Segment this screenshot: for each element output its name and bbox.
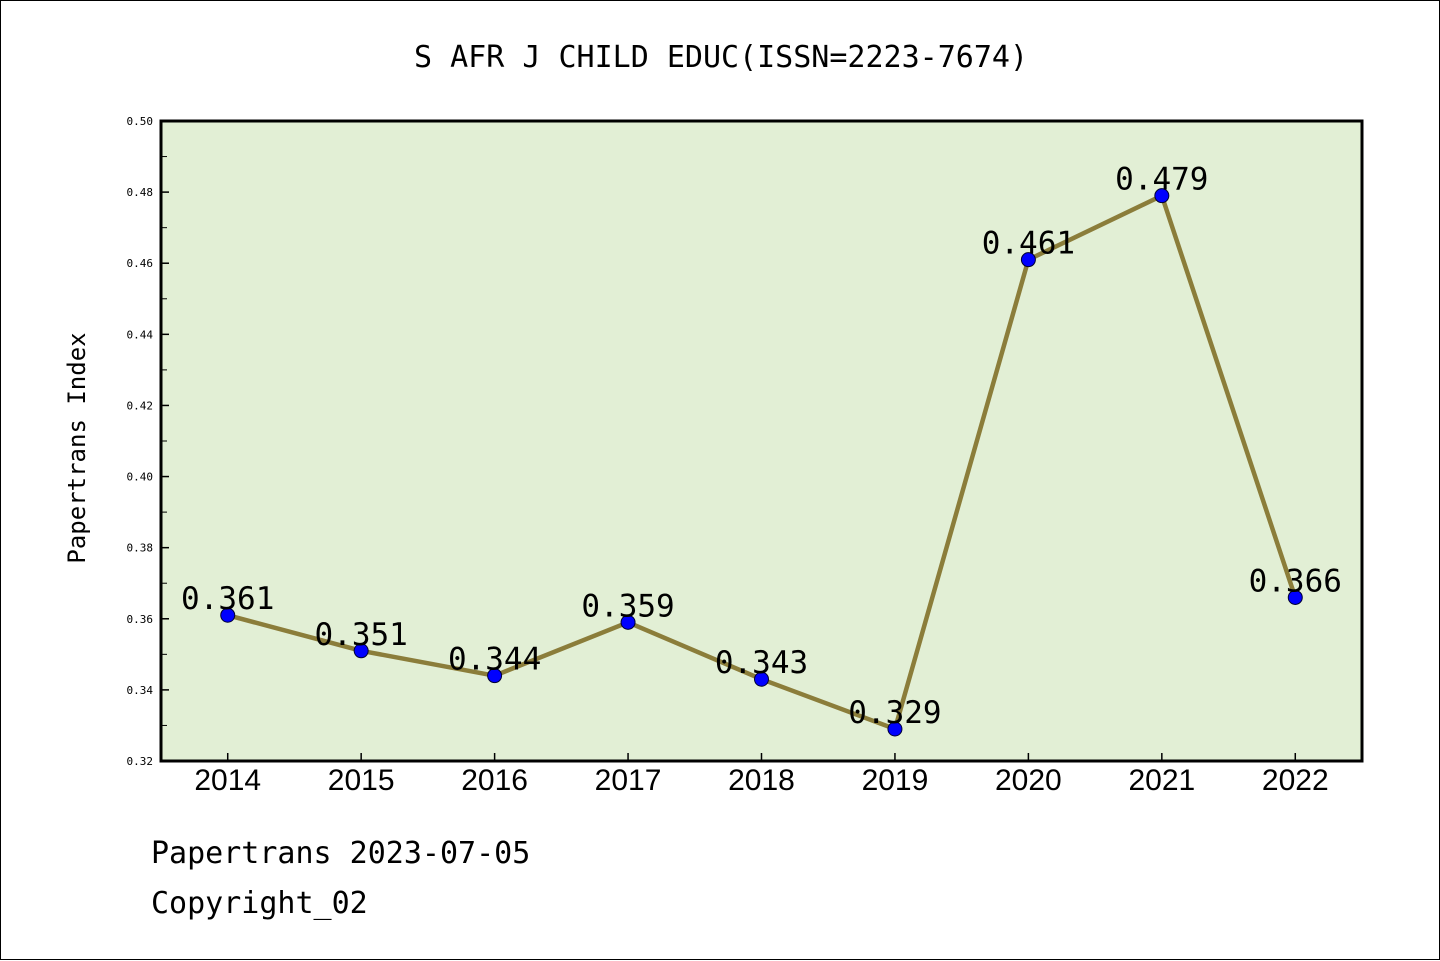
data-labels-group: 0.361 0.351 0.344 0.359 0.343 0.329 0.461 0.479… [181, 162, 1342, 731]
x-tick-label: 2015 [328, 764, 395, 797]
x-axis: 2014 2015 2016 2017 2018 2019 2020 2021 2022 [194, 753, 1329, 797]
data-point [1287, 589, 1303, 605]
y-tick-label: 0.48 [127, 186, 154, 199]
data-point [487, 668, 503, 684]
data-point [220, 607, 236, 623]
data-label: 0.351 [315, 617, 408, 653]
y-tick-label: 0.32 [127, 755, 154, 768]
footer-date: Papertrans 2023-07-05 [151, 836, 531, 871]
data-point [887, 721, 903, 737]
y-tick-label: 0.36 [127, 613, 154, 626]
y-tick-label: 0.46 [127, 257, 154, 270]
data-point [1020, 252, 1036, 268]
x-tick-label: 2020 [995, 764, 1062, 797]
x-tick-label: 2019 [862, 764, 929, 797]
y-axis-label: Papertrans Index [63, 332, 91, 563]
footer-copyright: Copyright_02 [151, 886, 368, 921]
data-label: 0.361 [181, 581, 274, 617]
y-axis: 0.32 0.34 0.36 0.38 0.40 0.42 0.44 0.46 0.48 0.50 [127, 115, 169, 768]
x-tick-label: 2016 [461, 764, 528, 797]
x-tick-label: 2018 [728, 764, 795, 797]
data-point [1154, 188, 1170, 204]
data-label: 0.343 [715, 645, 808, 681]
x-tick-label: 2014 [194, 764, 261, 797]
y-tick-label: 0.42 [127, 399, 154, 412]
data-label: 0.344 [448, 642, 541, 678]
data-point [353, 643, 369, 659]
chart-title: S AFR J CHILD EDUC(ISSN=2223-7674) [414, 40, 1028, 75]
data-label: 0.461 [982, 226, 1075, 262]
data-label: 0.479 [1115, 162, 1208, 198]
data-label: 0.366 [1249, 563, 1342, 599]
data-point [754, 671, 769, 687]
x-tick-label: 2021 [1128, 764, 1195, 797]
y-tick-label: 0.44 [127, 328, 154, 341]
y-tick-label: 0.34 [127, 684, 154, 697]
data-label: 0.329 [848, 695, 941, 731]
x-tick-label: 2017 [595, 764, 662, 797]
data-point [620, 614, 636, 630]
y-tick-label: 0.50 [127, 115, 154, 128]
x-tick-label: 2022 [1262, 764, 1329, 797]
y-tick-label: 0.40 [127, 471, 154, 484]
series-points-group [220, 188, 1303, 737]
y-tick-label: 0.38 [127, 542, 154, 555]
data-label: 0.359 [581, 588, 674, 624]
